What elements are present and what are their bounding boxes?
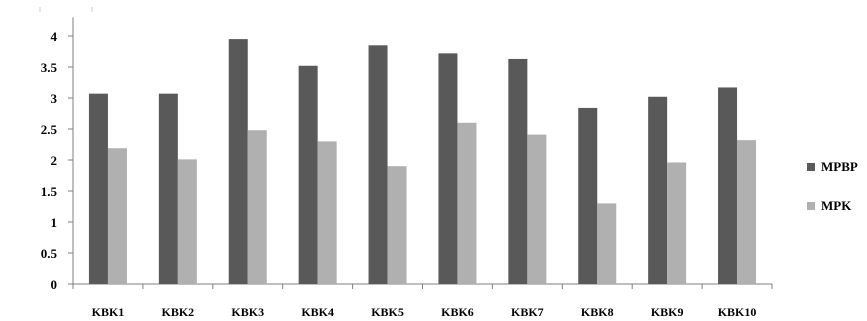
bar-mpk-kbk6 — [457, 122, 477, 284]
x-tick-label: KBK1 — [92, 305, 125, 319]
legend-label-mpbp: MPBP — [821, 159, 858, 174]
y-tick-label: 2 — [51, 153, 58, 168]
x-tick-label: KBK6 — [441, 305, 474, 319]
bar-mpbp-kbk7 — [508, 58, 528, 284]
bar-mpk-kbk5 — [387, 166, 407, 284]
legend-label-mpk: MPK — [821, 198, 852, 213]
x-tick-label: KBK7 — [511, 305, 544, 319]
bar-mpk-kbk7 — [527, 134, 547, 284]
bar-mpbp-kbk1 — [88, 93, 108, 284]
y-axis-ticks: 0 0.5 1 1.5 2 2.5 3 3.5 4 — [41, 29, 73, 292]
legend-swatch-mpbp — [807, 163, 815, 171]
bar-mpbp-kbk2 — [158, 93, 178, 284]
bar-mpk-kbk1 — [107, 148, 127, 284]
bar-mpbp-kbk10 — [718, 87, 738, 285]
bar-mpbp-kbk4 — [298, 65, 318, 284]
y-tick-label: 3.5 — [41, 60, 58, 75]
x-tick-label: KBK10 — [718, 305, 757, 319]
legend-swatch-mpk — [807, 202, 815, 210]
x-tick-label: KBK4 — [301, 305, 334, 319]
bar-mpbp-kbk3 — [228, 39, 248, 284]
x-tick-label: KBK2 — [162, 305, 195, 319]
bar-mpk-kbk2 — [177, 159, 197, 284]
y-tick-label: 3 — [51, 91, 58, 106]
bar-mpk-kbk8 — [597, 203, 617, 284]
bar-mpbp-kbk8 — [578, 107, 598, 284]
y-tick-label: 0 — [51, 277, 58, 292]
bar-mpk-kbk10 — [737, 140, 757, 284]
bar-mpk-kbk3 — [247, 130, 267, 284]
y-tick-label: 0.5 — [41, 246, 58, 261]
bar-mpbp-kbk6 — [438, 53, 458, 284]
y-tick-label: 4 — [51, 29, 58, 44]
y-tick-label: 1 — [51, 215, 58, 230]
x-tick-label: KBK3 — [231, 305, 264, 319]
bar-mpk-kbk9 — [667, 162, 687, 284]
bar-mpk-kbk4 — [317, 141, 337, 284]
x-tick-label: KBK9 — [651, 305, 684, 319]
y-tick-label: 2.5 — [41, 122, 58, 137]
y-tick-label: 1.5 — [41, 184, 58, 199]
x-tick-label: KBK5 — [371, 305, 404, 319]
bar-mpbp-kbk9 — [648, 96, 668, 284]
x-axis-labels: KBK1 KBK2 KBK3 KBK4 KBK5 KBK6 KBK7 KBK8 KBK9 KBK1… — [72, 284, 773, 319]
legend: MPBP MPK — [807, 159, 858, 213]
x-tick-label: KBK8 — [581, 305, 614, 319]
bars — [88, 39, 757, 285]
bar-mpbp-kbk5 — [368, 45, 388, 284]
